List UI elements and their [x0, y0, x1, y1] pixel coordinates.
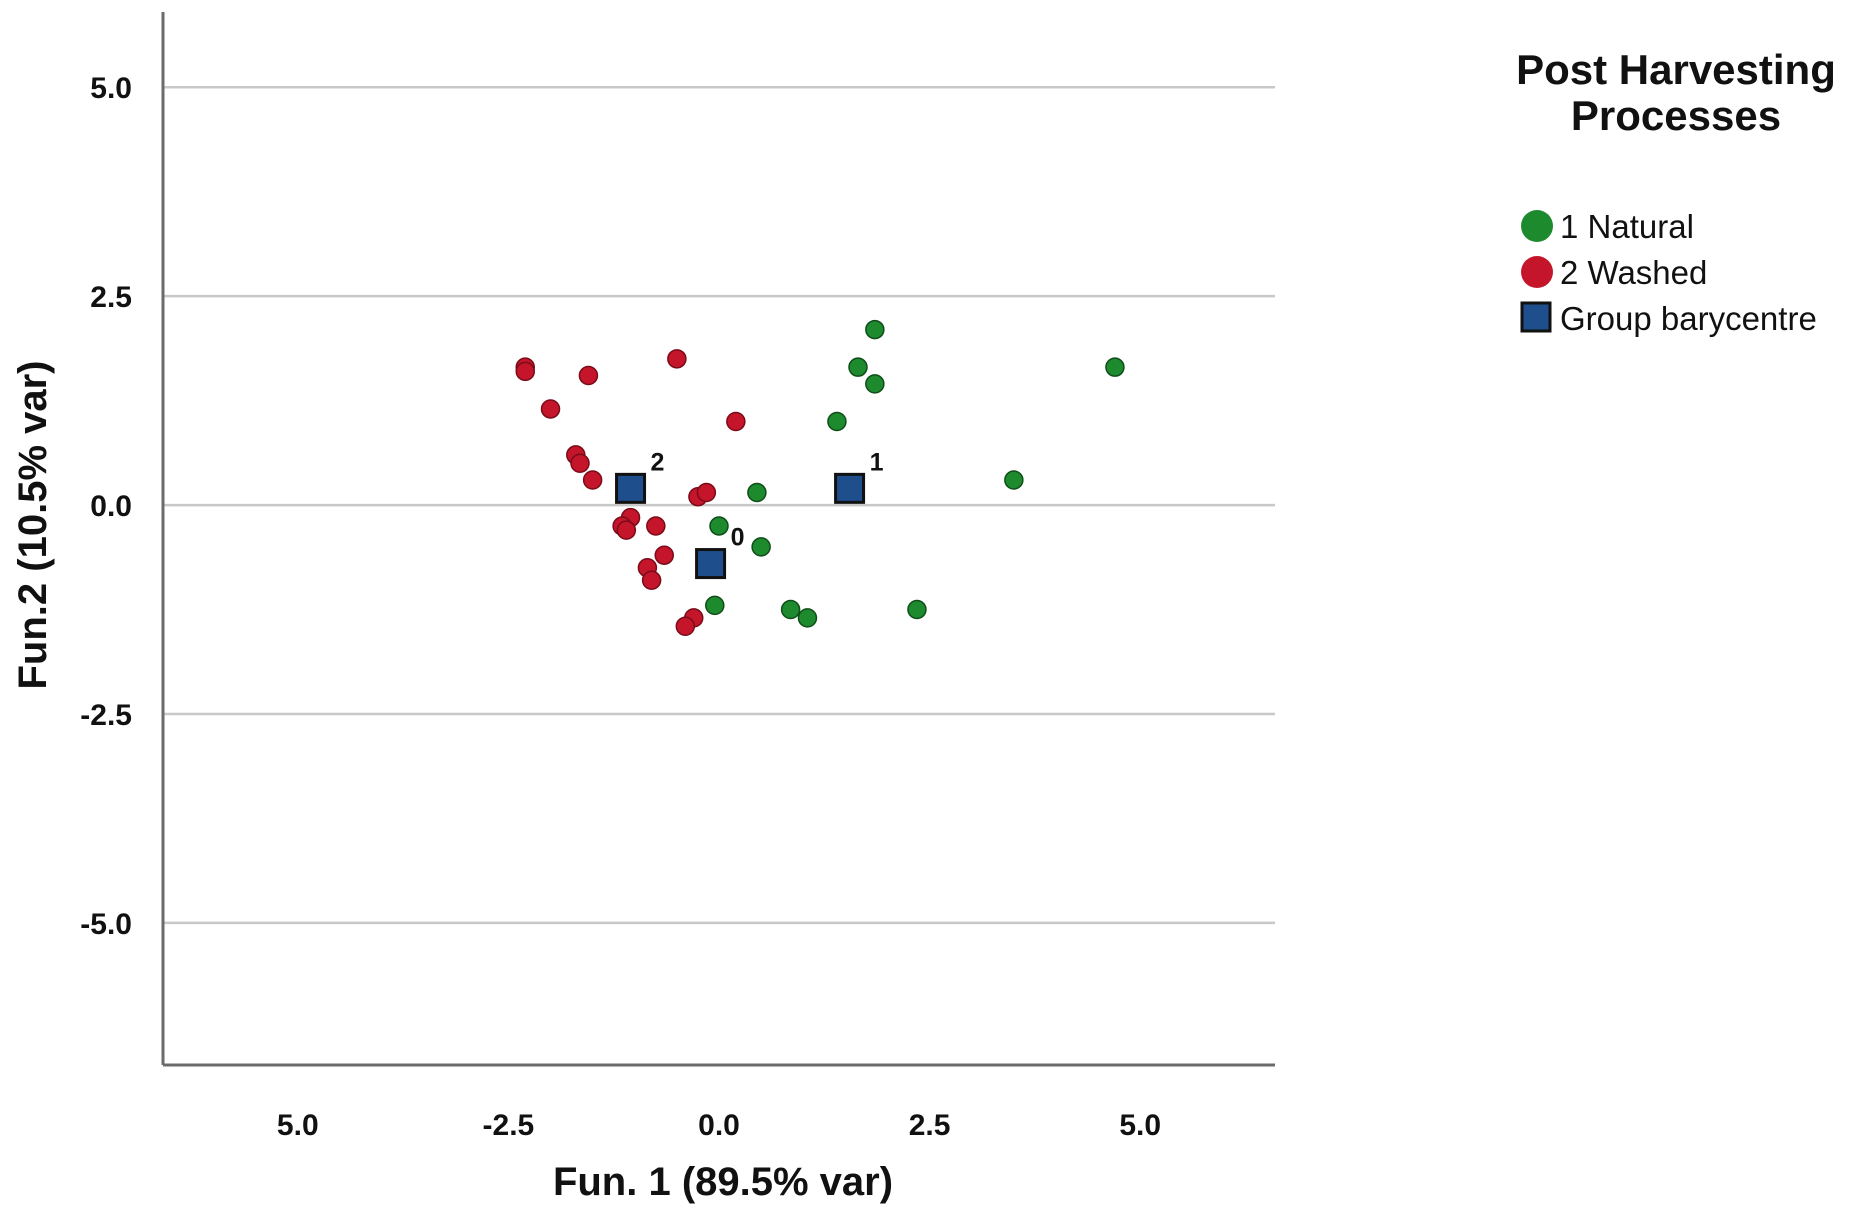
x-tick-label: 2.5 — [909, 1109, 951, 1142]
gridlines — [163, 85, 1275, 925]
washed-point — [667, 349, 687, 369]
natural-point — [709, 516, 729, 536]
washed-point — [540, 399, 561, 419]
tick-labels: 5.0 2.5 0.0 -2.5 -5.0 5.0 -2.5 0.0 2.5 5.0 — [80, 72, 1161, 1142]
natural-point — [747, 482, 767, 503]
natural-point — [827, 411, 847, 432]
natural-point — [705, 595, 725, 616]
barycentre-marker — [695, 548, 727, 580]
legend-label: 2 Washed — [1560, 254, 1707, 291]
barycentre-marker — [615, 472, 647, 504]
x-tick-label: 0.0 — [698, 1109, 740, 1142]
y-axis-title: Fun.2 (10.5% var) — [11, 360, 55, 689]
washed-point — [696, 482, 717, 503]
x-tick-label: 5.0 — [277, 1109, 319, 1142]
natural-point — [1105, 357, 1125, 377]
natural-point — [848, 357, 868, 377]
washed-point — [675, 616, 696, 636]
washed-point — [616, 520, 637, 540]
natural-point — [865, 319, 885, 340]
legend-label: 1 Natural — [1560, 208, 1694, 245]
barycentre-label: 1 — [870, 448, 884, 476]
natural-point — [907, 599, 927, 620]
legend-swatch-circle — [1521, 256, 1553, 288]
washed-point — [654, 545, 674, 565]
y-tick-label: 2.5 — [90, 281, 132, 314]
legend-title: Post Harvesting — [1516, 46, 1836, 93]
y-tick-label: -2.5 — [80, 699, 132, 732]
natural-point — [865, 374, 885, 394]
washed-point — [726, 411, 746, 432]
legend-entries: 1 Natural 2 Washed Group barycentre — [1520, 208, 1817, 337]
x-tick-label: 5.0 — [1119, 1109, 1161, 1142]
y-tick-label: 5.0 — [90, 72, 132, 105]
washed-point — [570, 453, 590, 474]
barycentres: 1 2 0 — [615, 448, 884, 580]
washed-point — [646, 516, 666, 536]
washed-point — [515, 361, 535, 382]
natural-point — [780, 599, 801, 620]
data-points — [515, 319, 1125, 636]
barycentre-label: 2 — [651, 448, 665, 476]
legend-swatch-circle — [1521, 210, 1553, 242]
legend-label: Group barycentre — [1560, 300, 1817, 337]
legend-title: Processes — [1571, 92, 1781, 139]
washed-point — [582, 470, 603, 490]
x-axis-title: Fun. 1 (89.5% var) — [553, 1160, 893, 1204]
legend: Post Harvesting Processes 1 Natural 2 Was… — [1516, 46, 1836, 337]
washed-point — [578, 365, 599, 386]
barycentre-marker — [834, 472, 866, 504]
natural-point — [751, 537, 771, 557]
natural-point — [1004, 470, 1024, 490]
legend-swatch-square — [1520, 301, 1552, 333]
x-tick-label: -2.5 — [483, 1109, 535, 1142]
natural-point — [797, 608, 818, 628]
y-tick-label: 0.0 — [90, 490, 132, 523]
washed-point — [641, 570, 662, 591]
barycentre-label: 0 — [731, 524, 745, 552]
axes — [161, 12, 1275, 1067]
y-tick-label: -5.0 — [80, 908, 132, 941]
